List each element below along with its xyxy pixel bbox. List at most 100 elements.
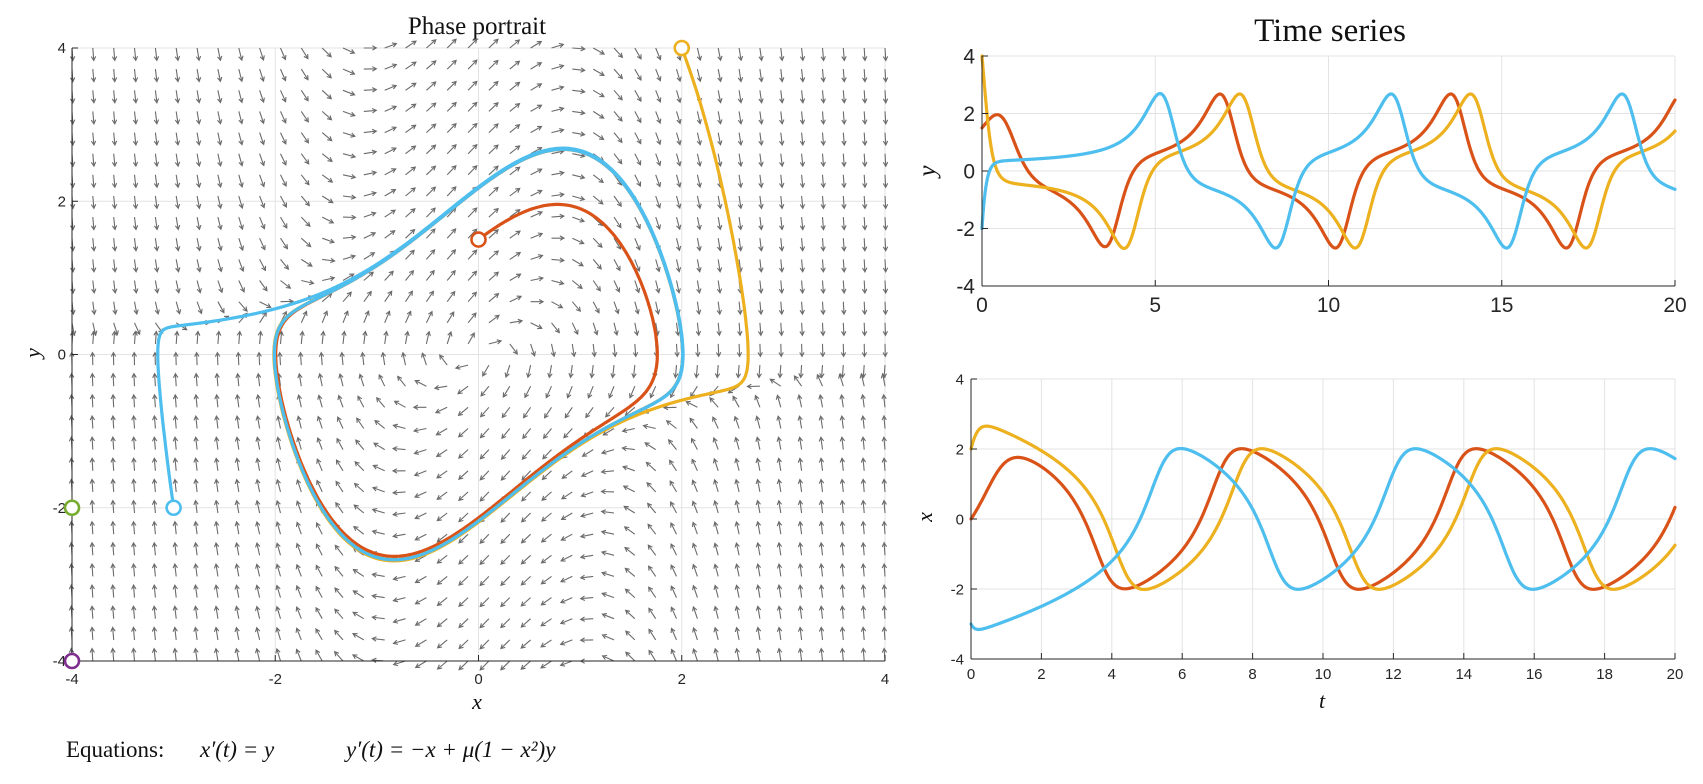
vector-field-arrow [92, 322, 98, 337]
vector-field-arrow [436, 575, 448, 586]
vector-field-arrow [217, 238, 223, 252]
vector-field-arrow [776, 415, 782, 429]
vector-field-arrow [776, 520, 783, 535]
vector-field-arrow [882, 322, 888, 337]
vector-field-arrow [601, 633, 615, 641]
vector-field-arrow [797, 605, 804, 619]
vector-field-arrow [195, 69, 202, 83]
vector-field-arrow [797, 457, 804, 471]
vector-field-arrow [255, 393, 261, 408]
vector-field-arrow [339, 351, 345, 366]
vector-field-arrow [613, 259, 621, 272]
vector-field-arrow [69, 132, 76, 147]
vector-field-arrow [545, 385, 553, 399]
vector-field-arrow [717, 217, 723, 231]
vector-field-arrow [648, 607, 657, 620]
vector-field-arrow [384, 209, 397, 218]
vector-field-arrow [520, 660, 531, 670]
vector-field-arrow [133, 280, 139, 295]
vector-field-arrow [655, 216, 662, 231]
vector-field-arrow [758, 153, 764, 168]
equations-label: Equations: [66, 737, 164, 762]
x-tick-label: 8 [1248, 666, 1256, 683]
vector-field-arrow [315, 606, 323, 619]
vector-field-arrow [799, 259, 806, 273]
vector-field-arrow [779, 217, 785, 231]
vector-field-arrow [342, 234, 357, 241]
vector-field-arrow [712, 436, 719, 450]
vector-field-arrow [172, 626, 178, 640]
vector-field-arrow [405, 124, 417, 134]
vector-field-arrow [342, 254, 357, 260]
vector-field-arrow [755, 626, 762, 640]
vector-field-arrow [322, 237, 335, 244]
vector-field-arrow [255, 541, 261, 556]
vector-field-arrow [860, 478, 867, 492]
vector-field-arrow [881, 499, 887, 514]
vector-field-arrow [501, 428, 511, 440]
vector-field-arrow [520, 512, 531, 523]
vector-field-arrow [89, 499, 95, 514]
vector-field-arrow [685, 400, 698, 408]
vector-field-arrow [217, 111, 223, 125]
vector-field-arrow [622, 465, 635, 472]
vector-field-arrow [446, 38, 457, 49]
vector-field-arrow [610, 365, 616, 379]
vector-field-arrow [797, 647, 804, 662]
vector-field-arrow [322, 257, 336, 264]
x-tick-label: 0 [474, 671, 482, 688]
vector-field-arrow [522, 428, 532, 440]
vector-field-arrow [737, 195, 744, 210]
vector-field-arrow [881, 647, 888, 662]
vector-field-arrow [280, 259, 290, 270]
vector-field-arrow [259, 301, 272, 309]
x-tick-label: 20 [1667, 666, 1684, 683]
vector-field-arrow [277, 351, 283, 366]
vector-field-arrow [882, 153, 889, 168]
vector-field-arrow [433, 384, 448, 391]
vector-field-arrow [689, 417, 698, 429]
vector-field-arrow [624, 546, 636, 556]
vector-field-arrow [110, 414, 116, 429]
vector-field-arrow [363, 149, 378, 155]
x-tick-label: 10 [1317, 294, 1340, 317]
vector-field-arrow [820, 111, 826, 126]
vector-field-arrow [655, 195, 662, 209]
x-tick-label: 16 [1526, 666, 1543, 683]
vector-field-arrow [238, 153, 244, 167]
vector-field-arrow [214, 436, 220, 450]
vector-field-arrow [601, 654, 615, 662]
vector-field-arrow [695, 322, 702, 337]
vector-field-arrow [214, 351, 221, 366]
vector-field-arrow [131, 541, 137, 556]
vector-field-arrow [592, 301, 600, 314]
vector-field-arrow [279, 90, 287, 103]
vector-field-arrow [110, 393, 116, 408]
vector-field-arrow [778, 343, 784, 358]
vector-field-arrow [882, 111, 889, 126]
vector-field-arrow [131, 457, 137, 471]
vector-field-arrow [151, 478, 158, 492]
equation-x-prime: x′(t) = y [199, 737, 275, 762]
vector-field-arrow [363, 211, 377, 218]
vector-field-arrow [352, 590, 365, 599]
vector-field-arrow [778, 259, 785, 273]
vector-field-arrow [132, 90, 139, 104]
vector-field-arrow [560, 554, 573, 562]
vector-field-arrow [110, 605, 116, 619]
vector-field-arrow [275, 520, 282, 535]
vector-field-arrow [458, 512, 469, 523]
vector-field-arrow [669, 480, 677, 493]
vector-field-arrow [675, 259, 682, 273]
vector-field-arrow [426, 207, 436, 218]
vector-field-arrow [799, 322, 805, 337]
vector-field-arrow [436, 597, 448, 607]
vector-field-arrow [695, 343, 701, 358]
vector-field-arrow [405, 249, 415, 260]
vector-field-arrow [435, 428, 448, 436]
vector-field-arrow [882, 47, 889, 62]
vector-field-arrow [602, 428, 615, 436]
vector-field-arrow [559, 660, 573, 667]
vector-field-arrow [371, 507, 385, 514]
vector-field-arrow [341, 330, 347, 344]
